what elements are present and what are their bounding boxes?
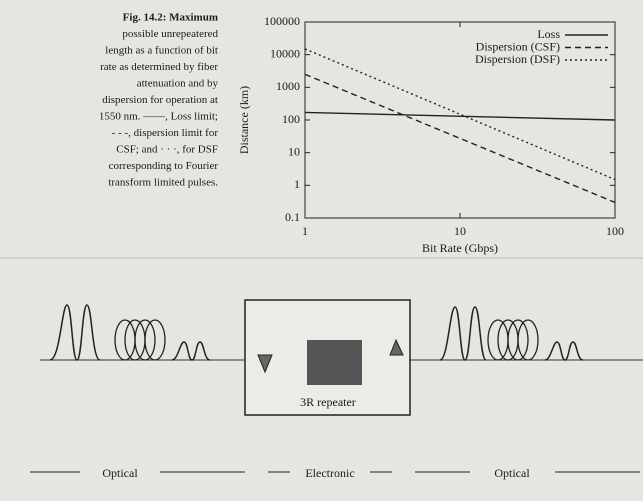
electronics	[307, 340, 362, 385]
y-tick-label: 0.1	[285, 210, 300, 224]
span-label: Optical	[102, 466, 138, 480]
y-tick-label: 1	[294, 177, 300, 191]
caption-line: - - -, dispersion limit for	[112, 127, 219, 139]
y-tick-label: 100	[282, 112, 300, 126]
series-line	[304, 111, 616, 121]
detector	[257, 354, 273, 374]
legend-label: Loss	[537, 27, 560, 41]
caption-line: length as a function of bit	[105, 45, 218, 57]
pulses	[49, 304, 101, 361]
y-tick-label: 1000	[276, 79, 300, 93]
caption-line: 1550 nm. ——, Loss limit;	[99, 111, 218, 123]
weak-pulses	[171, 341, 211, 361]
pulses-out	[439, 306, 487, 361]
y-axis-label: Distance (km)	[237, 86, 251, 154]
fiber-coil	[114, 319, 166, 361]
fiber-coil-out	[487, 319, 539, 361]
span-label: Electronic	[305, 466, 354, 480]
y-tick-label: 100000	[264, 14, 300, 28]
span-label: Optical	[494, 466, 530, 480]
x-tick-label: 10	[454, 224, 466, 238]
weak-pulses-out	[544, 341, 584, 361]
x-axis-label: Bit Rate (Gbps)	[422, 241, 498, 255]
legend-label: Dispersion (CSF)	[476, 39, 560, 53]
caption-line: Fig. 14.2: Maximum	[123, 12, 218, 24]
y-tick-label: 10000	[270, 46, 300, 60]
caption: Fig. 14.2: Maximum possible unrepeatered l…	[99, 12, 219, 189]
series-line	[304, 48, 616, 181]
y-tick-label: 10	[288, 144, 300, 158]
caption-line: dispersion for operation at	[102, 94, 218, 106]
x-tick-label: 100	[606, 224, 624, 238]
box-label: 3R repeater	[300, 395, 356, 409]
caption-line: attenuation and by	[137, 78, 219, 90]
laser	[389, 338, 404, 356]
caption-line: corresponding to Fourier	[109, 160, 219, 172]
caption-line: possible unrepeatered	[122, 28, 218, 40]
caption-line: transform limited pulses.	[108, 177, 218, 189]
series-line	[304, 73, 616, 204]
caption-line: rate as determined by fiber	[100, 61, 218, 73]
x-tick-label: 1	[302, 224, 308, 238]
legend-label: Dispersion (DSF)	[475, 52, 560, 66]
caption-line: CSF; and · · ·, for DSF	[116, 144, 218, 156]
